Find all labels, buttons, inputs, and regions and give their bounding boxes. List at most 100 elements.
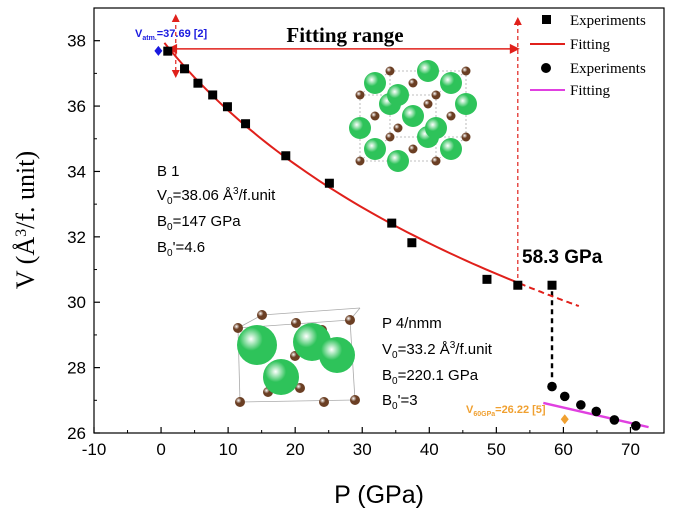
p4nmm-experiment-point [559,391,570,402]
cell-edge [261,307,361,316]
green-atom [349,117,371,139]
v-atm-reference-point [154,45,163,56]
green-atom [263,359,299,395]
v-60gpa-label: V60GPa=26.22 [5] [466,404,546,418]
p4nmm-experiment-point [591,406,602,417]
b1-experiment-point [193,78,203,88]
brown-atom [233,323,243,333]
y-tick-label: 32 [67,228,86,247]
cell-edge [359,136,391,162]
brown-atom [370,111,380,121]
b1-experiment-point [547,280,557,290]
brown-atom [385,66,395,76]
plot-frame [93,7,665,434]
legend-marker-square [542,15,551,24]
green-atom [237,325,277,365]
y-tick-label: 30 [67,293,86,312]
green-atom [387,84,409,106]
b1-experiment-point [482,274,492,284]
cell-edge [435,136,467,162]
brown-atom [446,111,456,121]
y-axis-label: V (Å3/f. unit) [11,151,40,289]
brown-atom [355,90,365,100]
x-tick-label: 20 [286,440,305,459]
brown-atom [431,90,441,100]
green-atom [402,105,424,127]
b1-b0: B0=147 GPa [157,213,241,233]
b1-experiment-point [180,64,190,74]
green-atom [319,337,355,373]
brown-atom [423,99,433,109]
fitting-range-label: Fitting range [286,23,403,47]
b1-experiment-point [513,280,523,290]
b1-experiment-point [208,90,218,100]
p4-phase-label: P 4/nmm [382,315,442,332]
cell-edge [239,399,356,403]
data-points [154,45,641,431]
b1-experiment-point [241,119,251,129]
brown-atom [355,156,365,166]
green-atom [425,117,447,139]
p4-b0-prime: B0'=3 [382,392,418,412]
brown-atom [461,132,471,142]
brown-atom [408,78,418,88]
legend-label: Experiments [570,61,646,77]
green-atom [440,138,462,160]
x-tick-label: 0 [156,440,165,459]
p4nmm-experiment-point [631,421,641,431]
x-tick-label: 40 [420,440,439,459]
green-atom [364,72,386,94]
b1-experiment-point [324,178,334,188]
brown-atom [408,144,418,154]
brown-atom [257,310,267,320]
legend: Experiments Fitting Experiments Fitting [530,13,646,99]
y-tick-label: 28 [67,359,86,378]
brown-atom [350,395,360,405]
x-tick-label: 50 [487,440,506,459]
p4-v0: V0=33.2 Å3/f.unit [382,340,493,361]
fitting-range-arrowhead-right [509,43,520,54]
p4nmm-experiment-point [547,381,557,392]
b1-phase-label: B 1 [157,163,180,180]
green-atom [455,93,477,115]
legend-label: Experiments [570,13,646,29]
left-range-arrowhead-down [171,70,180,78]
y-tick-label: 34 [67,162,86,181]
green-atom [440,72,462,94]
brown-atom [461,66,471,76]
p4nmm-experiment-point [609,415,620,425]
brown-atom [291,318,301,328]
green-atom [417,60,439,82]
b1-experiment-point [222,102,232,112]
legend-label: Fitting [570,83,611,99]
brown-atom [295,383,305,393]
p4nmm-crystal-structure [233,307,361,407]
cell-edge [435,70,467,96]
green-atom [387,150,409,172]
b1-v0: V0=38.06 Å3/f.unit [157,186,276,207]
b1-experiment-point [281,151,291,161]
brown-atom [431,156,441,166]
cell-edge [359,70,391,96]
y-tick-label: 38 [67,32,86,51]
right-range-arrowhead-up [513,17,522,25]
v-60gpa-reference-point [560,414,569,425]
brown-atom [385,132,395,142]
legend-label: Fitting [570,37,611,53]
y-tick-label: 26 [67,424,86,443]
brown-atom [393,123,403,133]
p4nmm-parameters: P 4/nmm V0=33.2 Å3/f.unit B0=220.1 GPa B… [382,315,493,412]
transition-pressure-label: 58.3 GPa [522,247,603,268]
brown-atom [235,397,245,407]
brown-atom [345,315,355,325]
x-tick-label: 10 [219,440,238,459]
b1-experiment-point [163,46,173,56]
b1-b0-prime: B0'=4.6 [157,239,205,259]
axes: -10 0 10 20 30 40 50 60 70 26 28 30 32 34 36 38 [67,32,640,459]
legend-marker-circle [541,63,551,73]
x-tick-label: 60 [554,440,573,459]
y-tick-label: 36 [67,97,86,116]
brown-atom [319,397,329,407]
b1-experiment-point [407,238,417,248]
left-range-arrowhead-up [171,14,180,22]
